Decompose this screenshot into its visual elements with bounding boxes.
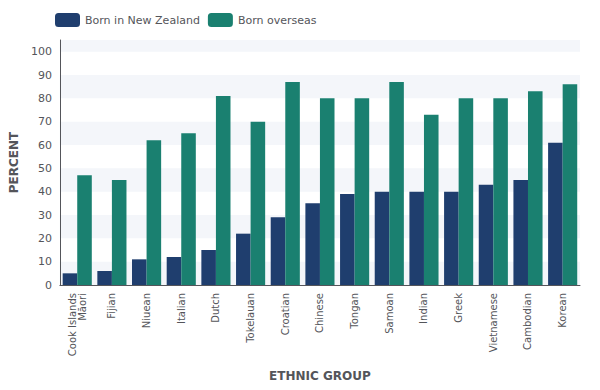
svg-text:Greek: Greek (453, 293, 464, 323)
svg-text:Italian: Italian (176, 293, 187, 324)
svg-text:Dutch: Dutch (210, 293, 221, 323)
svg-text:PERCENT: PERCENT (7, 131, 21, 193)
svg-text:Māori: Māori (77, 293, 88, 321)
svg-text:Niuean: Niuean (141, 293, 152, 328)
svg-text:Born in New Zealand: Born in New Zealand (85, 14, 200, 27)
svg-text:Chinese: Chinese (314, 293, 325, 333)
svg-text:Indian: Indian (418, 293, 429, 324)
svg-text:0: 0 (45, 279, 52, 292)
svg-text:50: 50 (38, 162, 52, 175)
svg-text:40: 40 (38, 185, 52, 198)
svg-text:Fijian: Fijian (106, 293, 117, 319)
svg-text:100: 100 (31, 45, 52, 58)
svg-text:Tokelauan: Tokelauan (245, 293, 256, 344)
svg-text:Cambodian: Cambodian (522, 293, 533, 350)
svg-text:90: 90 (38, 69, 52, 82)
svg-text:Cook Islands: Cook Islands (66, 293, 78, 357)
svg-text:Born overseas: Born overseas (238, 14, 317, 27)
svg-text:Vietnamese: Vietnamese (488, 293, 499, 352)
svg-text:20: 20 (38, 232, 52, 245)
svg-text:60: 60 (38, 139, 52, 152)
svg-text:ETHNIC GROUP: ETHNIC GROUP (269, 369, 371, 383)
svg-text:Tongan: Tongan (349, 293, 360, 330)
svg-text:70: 70 (38, 115, 52, 128)
svg-text:Korean: Korean (557, 293, 568, 328)
svg-text:30: 30 (38, 209, 52, 222)
svg-text:10: 10 (38, 255, 52, 268)
svg-text:80: 80 (38, 92, 52, 105)
svg-text:Croatian: Croatian (280, 293, 291, 335)
svg-text:Samoan: Samoan (384, 293, 395, 334)
